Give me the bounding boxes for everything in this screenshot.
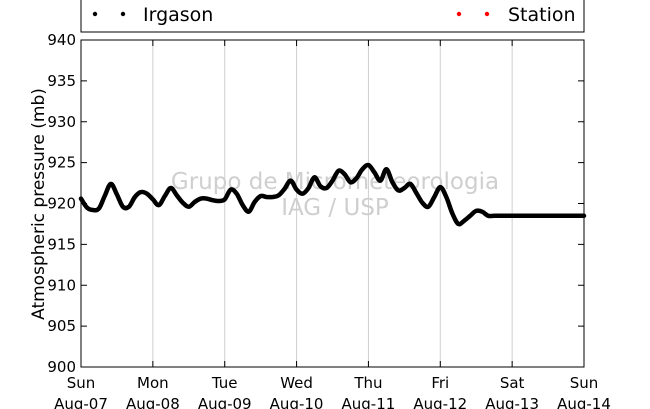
x-tick-label-date: Aug-13 (485, 395, 539, 409)
series-layer (78, 162, 587, 227)
y-tick-label: 900 (47, 358, 76, 376)
legend-frame (80, 0, 585, 33)
x-axis: Sun Aug-07 Mon Aug-08 Tue Aug-09 Wed Aug-10 Thu A… (54, 40, 611, 409)
legend-label-irgason: Irgason (143, 4, 213, 26)
x-tick-label-date: Aug-09 (198, 395, 252, 409)
y-axis: 900 905 910 915 920 925 930 935 940 (47, 31, 584, 376)
x-tick-label-day: Sun (570, 374, 599, 392)
legend: Irgason Station (80, 0, 585, 33)
legend-marker-station-2 (484, 11, 490, 17)
x-tick-label-date: Aug-10 (270, 395, 324, 409)
y-tick-label: 925 (47, 154, 76, 172)
x-tick-label-day: Fri (431, 374, 449, 392)
y-axis-title: Atmospheric pressure (mb) (29, 88, 49, 320)
y-tick-label: 910 (47, 276, 76, 294)
y-tick-label: 905 (47, 317, 76, 335)
y-tick-label: 940 (47, 31, 76, 49)
x-tick-label-day: Mon (137, 374, 169, 392)
y-tick-label: 920 (47, 195, 76, 213)
y-tick-label: 915 (47, 235, 76, 253)
x-tick-label-day: Sun (67, 374, 96, 392)
legend-label-station: Station (508, 4, 576, 26)
x-tick-label-day: Sat (500, 374, 525, 392)
legend-marker-station-1 (456, 11, 462, 17)
watermark-line-2: IAG / USP (281, 195, 389, 221)
x-tick-label-day: Tue (211, 374, 238, 392)
legend-marker-irgason-1 (92, 11, 98, 17)
legend-marker-irgason-2 (120, 11, 126, 17)
y-tick-label: 935 (47, 72, 76, 90)
grid-layer (152, 40, 513, 367)
x-tick-label-date: Aug-11 (342, 395, 396, 409)
x-tick-label-day: Wed (280, 374, 313, 392)
x-tick-label-date: Aug-07 (54, 395, 108, 409)
y-tick-label: 930 (47, 113, 76, 131)
series-line-irgason (78, 162, 587, 227)
x-tick-label-date: Aug-12 (413, 395, 467, 409)
x-tick-label-date: Aug-14 (557, 395, 611, 409)
x-tick-label-date: Aug-08 (126, 395, 180, 409)
x-tick-label-day: Thu (353, 374, 382, 392)
